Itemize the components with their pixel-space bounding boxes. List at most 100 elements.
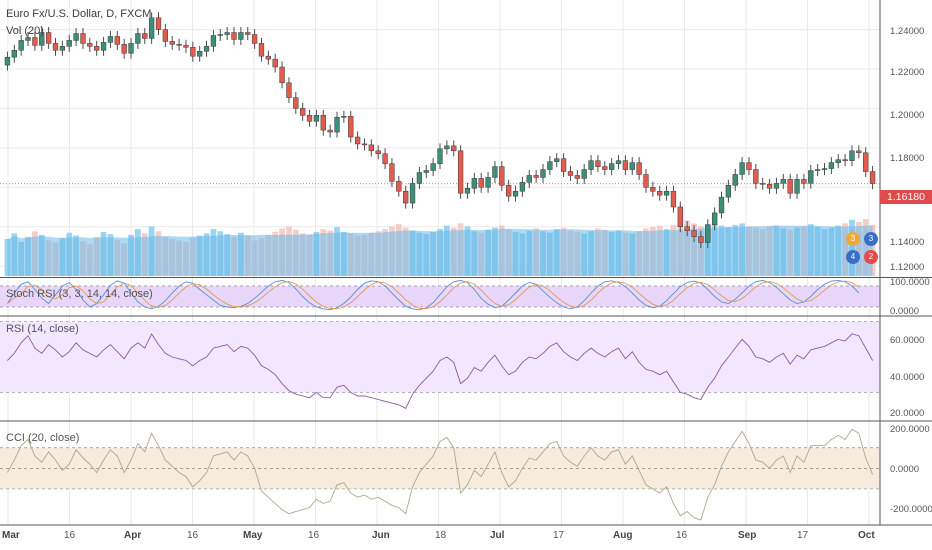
- candle-up: [705, 224, 711, 243]
- candle-down: [306, 115, 313, 122]
- candle-up: [629, 162, 635, 170]
- price-tick: 1.14000: [890, 237, 925, 248]
- candle-down: [560, 158, 567, 172]
- candle-up: [444, 145, 450, 150]
- candle-down: [636, 162, 642, 175]
- candle-up: [313, 115, 320, 122]
- x-tick-label: Oct: [858, 530, 875, 541]
- candle-up: [828, 162, 835, 169]
- price-tick: 1.24000: [890, 26, 925, 37]
- price-tick: 1.22000: [890, 67, 925, 78]
- candle-down: [567, 171, 574, 176]
- candle-down: [801, 179, 807, 184]
- candle-down: [403, 190, 409, 204]
- candle-down: [183, 45, 189, 48]
- candle-up: [197, 51, 203, 57]
- candle-down: [190, 47, 196, 57]
- candle-down: [45, 32, 52, 44]
- candle-up: [739, 162, 745, 175]
- candle-down: [389, 163, 395, 182]
- candle-down: [396, 181, 402, 192]
- candle-up: [773, 183, 780, 189]
- candle-up: [100, 42, 107, 51]
- candle-down: [231, 32, 237, 40]
- candle-up: [341, 116, 347, 118]
- candle-up: [416, 172, 423, 184]
- cci-tick: 200.0000: [890, 424, 930, 435]
- candle-up: [821, 168, 828, 170]
- candle-up: [718, 196, 725, 214]
- candle-down: [746, 162, 752, 170]
- candle-down: [657, 190, 663, 196]
- candle-down: [451, 145, 457, 152]
- candle-down: [293, 97, 299, 109]
- candle-up: [526, 175, 532, 183]
- stoch-k-line: [7, 279, 860, 311]
- candle-up: [11, 50, 17, 58]
- volume-ma-area: [7, 225, 873, 276]
- candle-down: [595, 160, 601, 167]
- candle-up: [554, 158, 560, 162]
- candle-down: [121, 44, 127, 54]
- x-tick-label: May: [243, 530, 263, 541]
- candle-down: [142, 33, 148, 39]
- candle-down: [787, 179, 793, 194]
- x-tick-label: Mar: [2, 530, 20, 541]
- candle-down: [94, 46, 100, 51]
- candle-down: [382, 153, 388, 164]
- price-tick: 1.20000: [890, 110, 925, 121]
- event-badge[interactable]: 4: [846, 250, 860, 264]
- candle-down: [622, 160, 629, 170]
- candle-up: [66, 40, 72, 47]
- event-badge[interactable]: 3: [846, 232, 860, 246]
- event-badge[interactable]: 2: [864, 250, 878, 264]
- candle-up: [609, 163, 615, 170]
- candle-up: [217, 34, 223, 36]
- candle-down: [361, 143, 368, 146]
- x-tick-label: 16: [676, 530, 688, 541]
- candle-up: [485, 177, 491, 188]
- candle-down: [286, 82, 292, 98]
- candle-up: [732, 174, 738, 186]
- candle-down: [506, 185, 512, 197]
- event-badge[interactable]: 3: [864, 232, 878, 246]
- candle-down: [251, 34, 258, 44]
- candle-up: [203, 46, 210, 52]
- candle-down: [245, 32, 251, 35]
- x-tick-label: Jul: [490, 530, 505, 541]
- stoch-band: [0, 286, 880, 307]
- candle-down: [155, 17, 162, 30]
- candle-up: [423, 170, 429, 173]
- candle-up: [519, 182, 526, 192]
- candle-up: [492, 166, 498, 178]
- rsi-tick: 20.0000: [890, 408, 925, 419]
- stoch-tick: 0.0000: [890, 306, 920, 317]
- rsi-line: [7, 332, 873, 410]
- candle-down: [368, 144, 374, 152]
- candle-down: [272, 58, 278, 68]
- rsi-tick: 40.0000: [890, 372, 925, 383]
- candle-down: [279, 66, 285, 84]
- candle-down: [80, 33, 86, 44]
- candle-up: [780, 179, 786, 184]
- x-tick-label: 17: [797, 530, 809, 541]
- x-tick-label: Sep: [738, 530, 757, 541]
- candle-up: [73, 33, 79, 41]
- cci-line: [7, 428, 874, 521]
- candle-up: [437, 148, 443, 164]
- candle-down: [87, 43, 93, 47]
- candle-up: [430, 163, 436, 171]
- candle-up: [808, 170, 814, 184]
- cci-tick: 0.0000: [890, 464, 920, 475]
- candle-up: [210, 35, 217, 47]
- cci-tick: -200.0000: [890, 504, 932, 515]
- candle-down: [856, 150, 862, 154]
- candle-down: [375, 150, 381, 155]
- candle-down: [753, 169, 759, 184]
- candle-down: [643, 174, 649, 188]
- candle-down: [478, 178, 484, 188]
- volume-label: Vol (20): [6, 25, 44, 37]
- candle-up: [4, 56, 11, 66]
- price-tick: 1.18000: [890, 153, 925, 164]
